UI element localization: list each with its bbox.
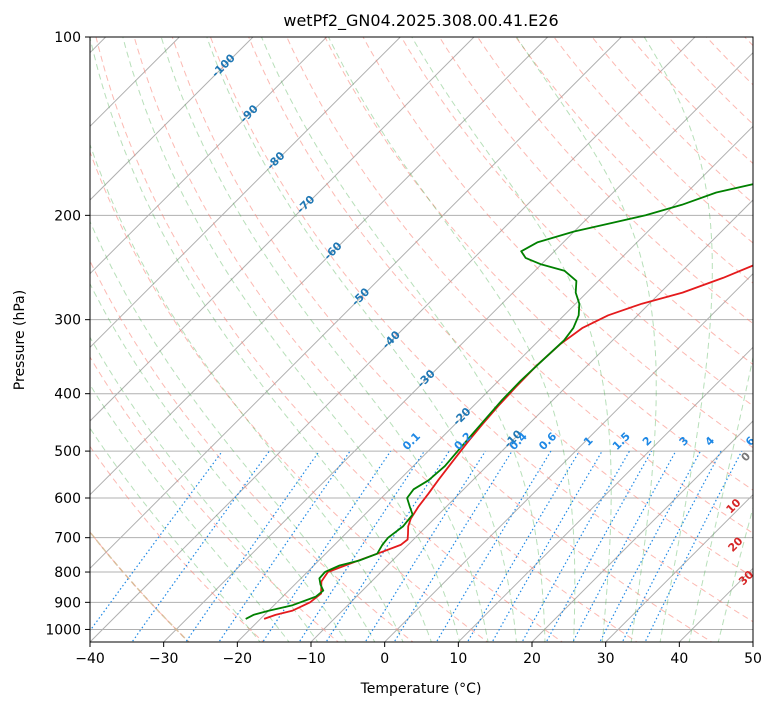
isotherm-line xyxy=(90,37,254,201)
y-tick-label: 500 xyxy=(54,444,81,460)
x-tick-label: 50 xyxy=(744,651,762,667)
y-tick-label: 100 xyxy=(54,30,81,46)
chart-title: wetPf2_GN04.2025.308.00.41.E26 xyxy=(283,11,558,31)
moist-adiabat xyxy=(717,506,753,642)
mixing-ratio-line xyxy=(621,450,722,642)
x-tick-label: −30 xyxy=(149,651,179,667)
dry-adiabat xyxy=(133,37,638,642)
isotherm-line xyxy=(90,37,401,349)
y-tick-label: 900 xyxy=(54,595,81,611)
moist-adiabat xyxy=(328,37,576,642)
x-tick-label: 10 xyxy=(449,651,467,667)
y-tick-label: 400 xyxy=(54,387,81,403)
moist-adiabat xyxy=(90,282,347,642)
x-tick-label: −10 xyxy=(296,651,326,667)
mixing-ratio-line xyxy=(325,450,450,642)
dry-adiabat xyxy=(90,259,414,642)
moist-adiabat xyxy=(206,37,517,642)
x-tick-label: −40 xyxy=(75,651,105,667)
x-tick-label: 20 xyxy=(523,651,541,667)
y-tick-label: 800 xyxy=(54,565,81,581)
dry-adiabat xyxy=(90,356,340,642)
moist-adiabat xyxy=(688,354,753,642)
mixing-ratio-line xyxy=(185,450,320,642)
moist-adiabat xyxy=(516,37,657,642)
x-tick-label: −20 xyxy=(223,651,253,667)
dry-adiabat xyxy=(515,37,753,284)
reference-dry-adiabat xyxy=(90,530,190,642)
moist-adiabat xyxy=(122,37,461,642)
dry-adiabat xyxy=(95,37,564,642)
x-tick-label: 40 xyxy=(670,651,688,667)
isotherm-line xyxy=(531,420,753,642)
moist-adiabat xyxy=(90,336,319,642)
dry-adiabat xyxy=(209,37,753,623)
moist-adiabat xyxy=(160,37,489,642)
moist-adiabat xyxy=(90,383,290,642)
isotherm-line xyxy=(605,493,753,642)
x-tick-label: 0 xyxy=(380,651,389,667)
moist-adiabat xyxy=(261,37,546,642)
y-tick-label: 300 xyxy=(54,313,81,329)
y-tick-label: 200 xyxy=(54,208,81,224)
isotherm-line xyxy=(384,272,753,642)
isotherm-line xyxy=(457,346,753,642)
mixing-ratio-line xyxy=(298,450,425,642)
x-axis-label: Temperature (°C) xyxy=(360,681,482,697)
mixing-ratio-line xyxy=(90,450,223,632)
mixing-ratio-line xyxy=(599,450,702,642)
isotherm-line xyxy=(90,37,328,275)
y-axis: 100 200 300 400 500 600 700 800 900 1000 xyxy=(45,30,90,638)
x-tick-label: 30 xyxy=(597,651,615,667)
isotherm-line xyxy=(90,37,549,496)
y-tick-label: 1000 xyxy=(45,622,81,638)
moist-adiabat xyxy=(90,37,432,642)
y-tick-label: 600 xyxy=(54,491,81,507)
mixing-ratio-line xyxy=(364,450,486,642)
mixing-ratio-line xyxy=(262,450,392,642)
plot-area xyxy=(90,37,753,642)
mixing-ratio-line xyxy=(393,450,513,642)
dry-adiabat xyxy=(90,150,489,642)
moist-adiabat xyxy=(90,220,376,642)
isotherm-line xyxy=(236,125,753,642)
isotherm-line xyxy=(90,37,696,642)
mixing-ratio-line xyxy=(466,450,580,642)
dry-adiabat xyxy=(90,445,265,642)
dewpoint-profile-line xyxy=(245,183,753,620)
y-axis-label: Pressure (hPa) xyxy=(12,290,28,390)
x-axis: −40 −30 −20 −10 0 10 20 30 40 50 xyxy=(75,642,762,667)
isotherm-line xyxy=(90,37,475,422)
plot-frame xyxy=(89,36,754,643)
moist-adiabat xyxy=(90,143,404,642)
mixing-ratio-label: 6 xyxy=(743,434,758,449)
mixing-ratio-line xyxy=(218,450,351,642)
moist-adiabat xyxy=(643,37,713,642)
isotherm-line xyxy=(310,199,753,642)
mixing-ratio-line xyxy=(572,450,677,642)
moist-adiabat xyxy=(411,37,612,642)
isotherm-line xyxy=(163,51,753,642)
moist-adiabat xyxy=(90,427,261,642)
isotherm-line xyxy=(90,37,622,570)
y-tick-label: 700 xyxy=(54,531,81,547)
mixing-ratio-line xyxy=(131,450,270,642)
